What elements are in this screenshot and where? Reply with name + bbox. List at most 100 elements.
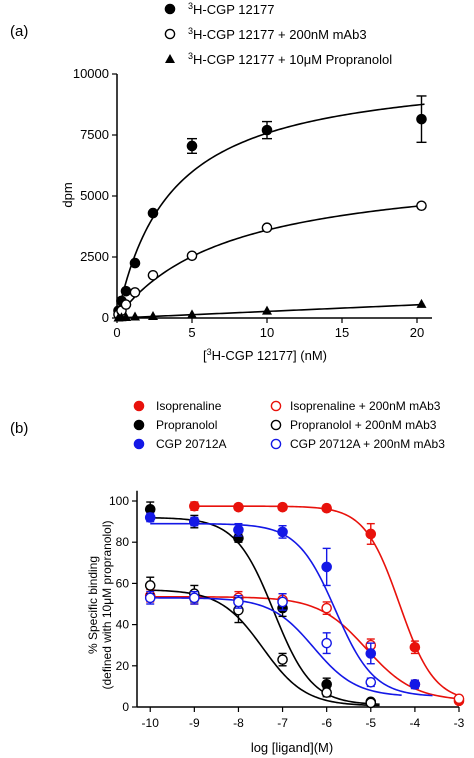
panel-a-y-tick-label: 10000: [73, 66, 109, 81]
panel-a-y-axis-label: dpm: [60, 182, 75, 207]
panel-b-y-axis-label-2: (defined with 10μM propranolol): [100, 520, 114, 689]
panel-a-y-tick-label: 0: [102, 310, 109, 325]
panel-b-y-axis-label: % Specific binding: [86, 556, 100, 654]
panel-b-legend-marker: [133, 438, 145, 450]
panel-a-legend-marker: [164, 28, 176, 40]
panel-a-data-point: [416, 113, 427, 125]
panel-a-x-tick-label: 15: [335, 325, 349, 340]
panel-b-y-tick-label: 20: [116, 659, 130, 673]
panel-b-data-point: [321, 602, 332, 614]
panel-a-data-point: [416, 298, 427, 308]
panel-a-plot-area: [113, 95, 427, 322]
panel-a-label: (a): [10, 23, 28, 40]
panel-b-legend-marker: [133, 419, 145, 431]
panel-a-y-tick-label: 7500: [80, 127, 109, 142]
panel-b-y-tick-label: 60: [116, 576, 130, 590]
panel-a-x-axis-label: [3H-CGP 12177] (nM): [203, 347, 327, 363]
panel-b-x-tick-label: -5: [365, 716, 376, 730]
panel-b-data-point: [277, 596, 288, 608]
panel-b-y-tick-label: 40: [116, 618, 130, 632]
panel-a-fit-curve: [116, 204, 425, 319]
panel-a-legend-marker: [164, 3, 176, 15]
panel-b-fit-curve: [150, 589, 380, 707]
panel-b-data-point: [277, 654, 288, 665]
panel-b-data-point: [189, 500, 200, 512]
panel-b-data-point: [365, 648, 377, 659]
panel-b-data-point: [365, 676, 377, 688]
panel-b-legend-label: Isoprenaline: [156, 399, 222, 413]
panel-a-fit-curve: [116, 303, 425, 319]
panel-a-data-point: [148, 311, 158, 321]
panel-b-data-point: [277, 501, 288, 513]
panel-b-data-point: [144, 512, 156, 523]
panel-b-data-point: [189, 516, 200, 527]
panel-b-x-tick-label: -7: [277, 716, 288, 730]
panel-a-data-point: [147, 269, 159, 281]
panel-a-data-point: [129, 287, 141, 298]
panel-b-x-tick-label: -6: [321, 716, 332, 730]
panel-a-x-tick-label: 0: [113, 325, 120, 340]
panel-b-legend-label: Isoprenaline + 200nM mAb3: [290, 399, 441, 413]
panel-b-legend-label: CGP 20712A: [156, 437, 227, 451]
panel-b-x-tick-label: -3: [454, 716, 465, 730]
panel-b-x-axis-label: log [ligand](M): [251, 740, 333, 755]
panel-a-data-point: [261, 124, 273, 136]
panel-b-legend-label: Propranolol: [156, 418, 217, 432]
panel-a-legend-label: 3H-CGP 12177 + 200nM mAb3: [188, 26, 367, 42]
panel-a-y-tick-label: 5000: [80, 188, 109, 203]
panel-b-data-point: [321, 561, 332, 573]
panel-b-data-point: [233, 501, 244, 513]
panel-b-x-tick-label: -10: [142, 716, 160, 730]
panel-a-data-point: [186, 250, 198, 262]
panel-b-data-point: [144, 580, 156, 591]
panel-a-data-point: [187, 309, 197, 319]
panel-b-data-point: [233, 596, 244, 608]
panel-b-x-tick-label: -8: [233, 716, 244, 730]
panel-a-y-tick-label: 2500: [80, 249, 109, 264]
panel-b-label: (b): [10, 420, 28, 437]
panel-a: (a) 3H-CGP 12177 3H-CGP 12177 + 200nM mAb…: [10, 1, 432, 363]
panel-b-y-tick-label: 100: [109, 494, 129, 508]
panel-a-data-point: [120, 285, 132, 297]
panel-b-fit-curve: [150, 522, 433, 697]
panel-a-data-point: [130, 311, 140, 321]
panel-a-data-point: [147, 207, 159, 219]
panel-b-x-tick-label: -4: [410, 716, 421, 730]
panel-b-data-point: [409, 679, 421, 690]
panel-a-x-tick-label: 5: [188, 325, 195, 340]
panel-b-x-tick-label: -9: [189, 716, 200, 730]
panel-a-x-tick-label: 10: [260, 325, 274, 340]
panel-b-plot-area: [144, 500, 465, 709]
panel-a-data-point: [416, 200, 427, 212]
panel-b-legend-label: Propranolol + 200nM mAb3: [290, 418, 437, 432]
panel-b-data-point: [321, 502, 332, 514]
panel-b-legend: Isoprenaline Propranolol CGP 20712A Isopren…: [133, 399, 445, 451]
panel-b-y-tick-label: 80: [116, 535, 130, 549]
panel-b-legend-marker: [270, 400, 282, 412]
panel-a-axes: 0 2500 5000 7500 10000 0 5 10 15 20: [73, 66, 432, 340]
panel-a-data-point: [261, 222, 273, 234]
panel-b-data-point: [144, 592, 156, 604]
panel-b-fit-curve: [150, 596, 460, 700]
panel-b-data-point: [321, 637, 332, 649]
panel-b-data-point: [453, 693, 465, 705]
panel-b-legend-marker: [270, 438, 282, 450]
panel-a-data-point: [129, 257, 141, 269]
panel-a-data-point: [186, 140, 198, 152]
panel-b-fit-curve: [150, 516, 380, 705]
panel-b-data-point: [277, 526, 288, 538]
panel-b-y-tick-label: 0: [122, 700, 129, 714]
panel-a-legend: 3H-CGP 12177 3H-CGP 12177 + 200nM mAb3 3H-…: [164, 1, 392, 67]
panel-b-data-point: [409, 641, 421, 653]
panel-b-legend-marker: [270, 419, 282, 431]
panel-b-legend-label: CGP 20712A + 200nM mAb3: [290, 437, 445, 451]
panel-a-legend-label: 3H-CGP 12177: [188, 1, 274, 17]
panel-b-data-point: [321, 687, 332, 698]
panel-a-x-tick-label: 20: [410, 325, 424, 340]
panel-b-data-point: [189, 592, 200, 604]
panel-b-data-point: [365, 697, 377, 709]
panel-b-axes: 0 20 40 60 80 100 -10 -9 -8 -7 -6 -5 -4 -3: [109, 490, 465, 730]
panel-a-data-point: [121, 312, 131, 322]
